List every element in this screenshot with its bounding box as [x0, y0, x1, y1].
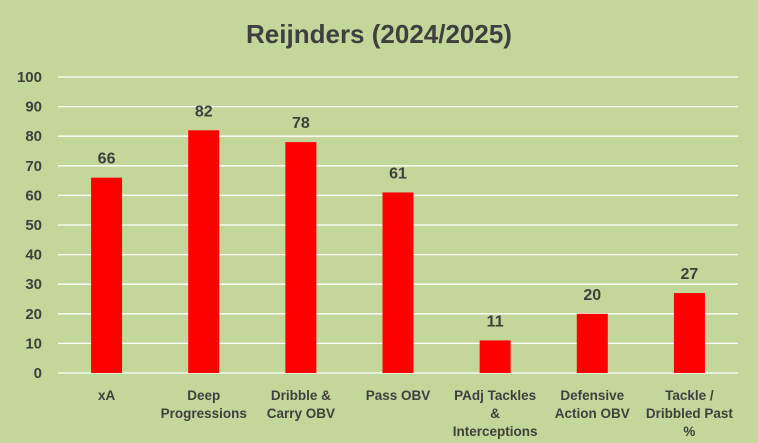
data-label: 78	[292, 115, 310, 132]
bar	[91, 177, 123, 373]
data-label: 61	[389, 165, 407, 182]
data-label: 66	[98, 151, 116, 168]
bar	[285, 142, 317, 373]
data-label: 82	[195, 103, 213, 120]
data-label: 11	[487, 313, 504, 330]
y-tick-label: 40	[25, 247, 42, 264]
data-label: 27	[681, 266, 699, 283]
x-tick-label: Dribble & Carry OBV	[267, 388, 335, 421]
y-axis-ticks: 0 10 20 30 40 50 60 70 80 90 100	[17, 69, 42, 382]
y-tick-label: 100	[17, 69, 42, 86]
y-tick-label: 90	[25, 99, 42, 116]
y-tick-label: 30	[25, 276, 42, 293]
y-tick-label: 50	[25, 217, 42, 234]
data-labels: 66 82 78 61 11 20 27	[98, 103, 699, 330]
y-tick-label: 80	[25, 128, 42, 145]
x-tick-label: xA	[98, 388, 116, 403]
y-tick-label: 0	[34, 365, 42, 382]
x-tick-label: Tackle / Dribbled Past%	[646, 388, 734, 439]
x-tick-label: Pass OBV	[366, 388, 431, 403]
bar	[673, 293, 705, 373]
data-label: 20	[583, 287, 601, 304]
bar	[382, 192, 414, 373]
bar	[576, 313, 608, 373]
x-axis-ticks: xA Deep Progressions Dribble & Carry OBV Pass…	[98, 388, 733, 439]
chart-title: Reijnders (2024/2025)	[246, 19, 512, 49]
x-tick-label: Deep Progressions	[161, 388, 247, 421]
bars	[91, 130, 705, 373]
y-tick-label: 10	[25, 335, 42, 352]
x-tick-label: Defensive Action OBV	[555, 388, 630, 421]
bar	[479, 340, 511, 373]
x-tick-label: PAdj Tackles & Interceptions	[453, 388, 538, 439]
bar	[188, 130, 220, 373]
y-tick-label: 70	[25, 158, 42, 175]
y-tick-label: 60	[25, 187, 42, 204]
y-tick-label: 20	[25, 306, 42, 323]
